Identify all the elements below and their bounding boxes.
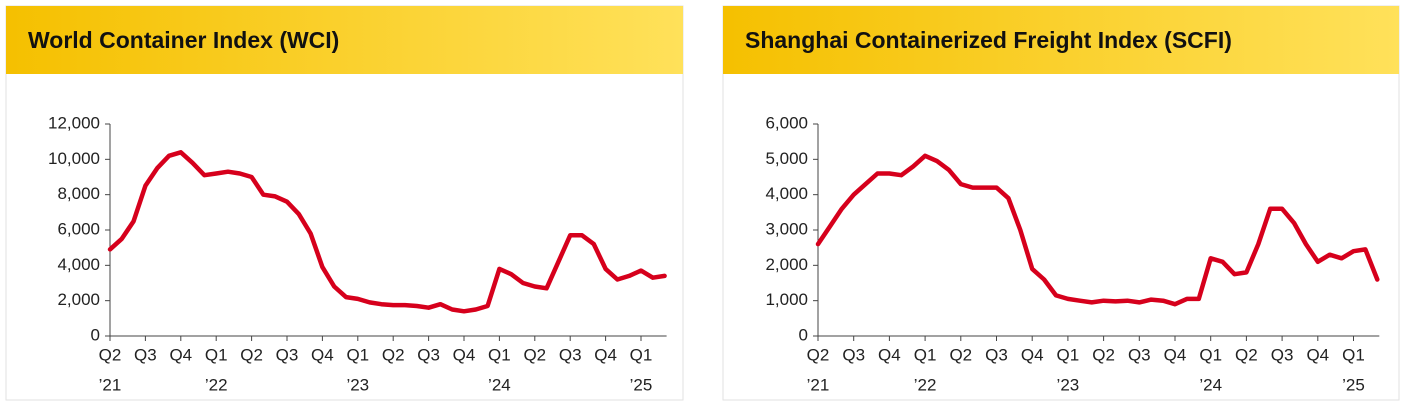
- x-tick-label: Q4: [1306, 345, 1329, 364]
- x-tick-label: Q4: [1164, 345, 1187, 364]
- y-tick-label: 0: [799, 325, 808, 344]
- chart-title: Shanghai Containerized Freight Index (SC…: [745, 27, 1232, 53]
- year-label: ’25: [1342, 375, 1365, 394]
- data-line: [815, 153, 1380, 307]
- x-tick-label: Q1: [630, 345, 653, 364]
- x-tick-label: Q1: [488, 345, 511, 364]
- year-label: ’23: [346, 375, 369, 394]
- year-label: ’21: [807, 375, 830, 394]
- year-label: ’24: [488, 375, 511, 394]
- year-label: ’21: [99, 375, 122, 394]
- year-label: ’22: [914, 375, 937, 394]
- x-tick-label: Q1: [205, 345, 228, 364]
- y-tick-label: 1,000: [765, 290, 808, 309]
- panel-header: [723, 6, 1399, 74]
- y-tick-label: 10,000: [48, 149, 100, 168]
- x-tick-label: Q3: [842, 345, 865, 364]
- x-tick-label: Q4: [453, 345, 476, 364]
- y-tick-label: 4,000: [57, 255, 100, 274]
- x-tick-label: Q3: [276, 345, 299, 364]
- x-tick-label: Q3: [985, 345, 1008, 364]
- y-tick-label: 12,000: [48, 113, 100, 132]
- x-tick-label: Q4: [594, 345, 617, 364]
- data-line: [107, 150, 667, 314]
- y-tick-label: 8,000: [57, 184, 100, 203]
- y-tick-label: 4,000: [765, 184, 808, 203]
- x-tick-label: Q4: [878, 345, 901, 364]
- x-tick-label: Q1: [346, 345, 369, 364]
- panel-header: [6, 6, 683, 74]
- x-tick-label: Q3: [417, 345, 440, 364]
- x-tick-label: Q3: [1128, 345, 1151, 364]
- x-tick-label: Q2: [1235, 345, 1258, 364]
- x-tick-label: Q2: [1092, 345, 1115, 364]
- year-label: ’25: [630, 375, 653, 394]
- chart-title: World Container Index (WCI): [28, 27, 339, 53]
- x-tick-label: Q2: [382, 345, 405, 364]
- x-tick-label: Q2: [949, 345, 972, 364]
- y-tick-label: 3,000: [765, 219, 808, 238]
- x-tick-label: Q1: [914, 345, 937, 364]
- x-tick-label: Q2: [240, 345, 263, 364]
- x-tick-label: Q3: [1271, 345, 1294, 364]
- y-tick-label: 5,000: [765, 149, 808, 168]
- y-tick-label: 2,000: [765, 255, 808, 274]
- year-label: ’24: [1199, 375, 1222, 394]
- x-tick-label: Q4: [169, 345, 192, 364]
- y-tick-label: 0: [91, 325, 100, 344]
- x-tick-label: Q3: [134, 345, 157, 364]
- x-tick-label: Q1: [1342, 345, 1365, 364]
- year-label: ’23: [1057, 375, 1080, 394]
- year-label: ’22: [205, 375, 228, 394]
- x-tick-label: Q4: [311, 345, 334, 364]
- x-tick-label: Q1: [1057, 345, 1080, 364]
- y-tick-label: 6,000: [57, 219, 100, 238]
- x-tick-label: Q2: [807, 345, 830, 364]
- x-tick-label: Q1: [1199, 345, 1222, 364]
- y-tick-label: 2,000: [57, 290, 100, 309]
- x-tick-label: Q3: [559, 345, 582, 364]
- x-tick-label: Q4: [1021, 345, 1044, 364]
- x-tick-label: Q2: [99, 345, 122, 364]
- x-tick-label: Q2: [523, 345, 546, 364]
- y-tick-label: 6,000: [765, 113, 808, 132]
